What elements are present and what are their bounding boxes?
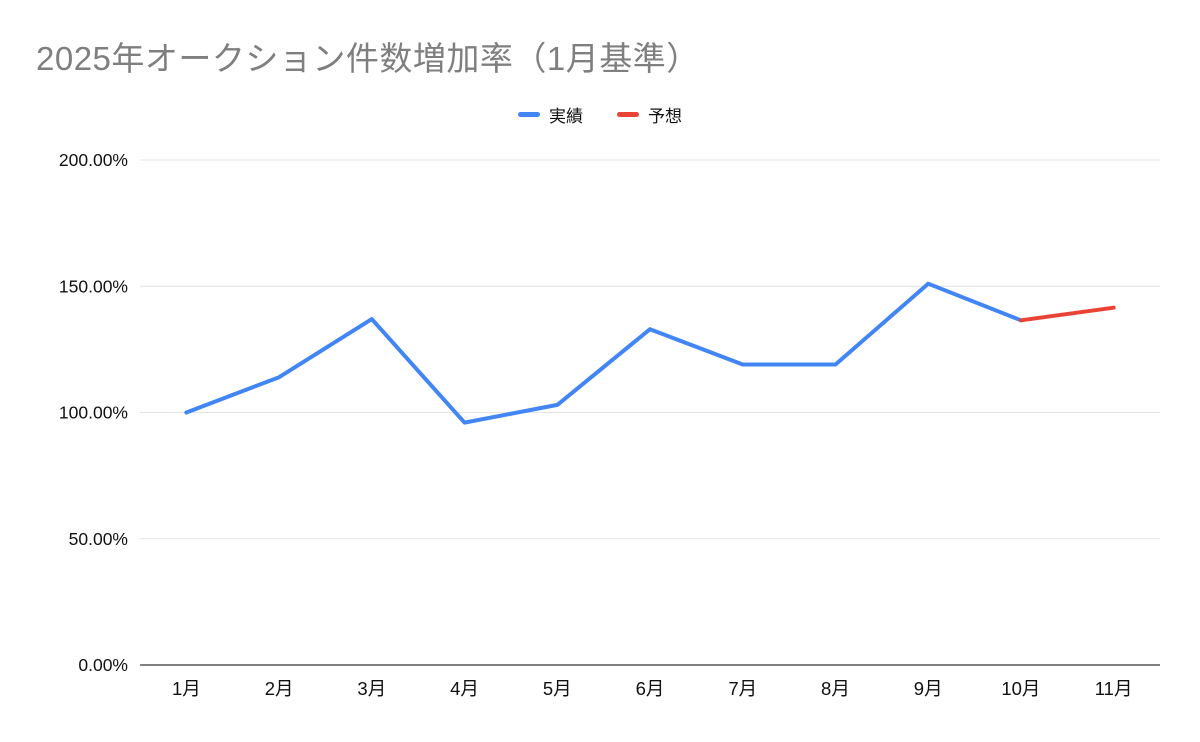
x-tick-label: 5月	[543, 678, 572, 699]
chart-title: 2025年オークション件数増加率（1月基準）	[36, 40, 700, 77]
x-tick-label: 2月	[265, 678, 294, 699]
x-tick-label: 9月	[914, 678, 943, 699]
x-tick-label: 7月	[728, 678, 757, 699]
x-tick-label: 6月	[636, 678, 665, 699]
gridlines	[140, 159, 1160, 666]
series-line-forecast	[1018, 305, 1116, 323]
x-tick-label: 11月	[1095, 678, 1133, 699]
y-tick-label: 0.00%	[78, 655, 128, 675]
legend-label-actual: 実績	[549, 107, 583, 126]
y-tick-label: 150.00%	[59, 276, 128, 296]
y-tick-label: 50.00%	[69, 529, 128, 549]
y-tick-label: 200.00%	[59, 150, 128, 170]
x-axis-labels: 1月 2月 3月 4月 5月 6月 7月 8月 9月 10月 11月	[172, 678, 1133, 699]
y-tick-label: 100.00%	[59, 403, 128, 423]
x-tick-label: 4月	[450, 678, 479, 699]
legend-swatch-forecast-icon	[617, 112, 639, 117]
legend-item-forecast: 予想	[617, 102, 682, 127]
y-axis-labels: 0.00% 50.00% 100.00% 150.00% 200.00%	[59, 150, 128, 675]
legend-label-forecast: 予想	[648, 107, 682, 126]
x-tick-label: 1月	[172, 678, 201, 699]
legend-item-actual: 実績	[518, 102, 583, 127]
series-line-actual	[184, 281, 1023, 425]
x-tick-label: 10月	[1001, 678, 1040, 699]
chart-legend: 実績 予想	[0, 102, 1200, 127]
legend-swatch-actual-icon	[518, 112, 540, 117]
x-tick-label: 8月	[821, 678, 850, 699]
x-tick-label: 3月	[357, 678, 386, 699]
